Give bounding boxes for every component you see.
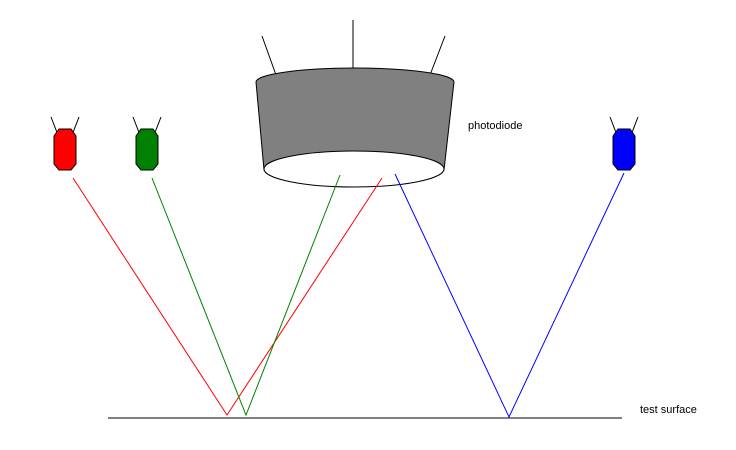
red-led-body — [53, 128, 77, 171]
green-led — [132, 116, 162, 171]
photodiode-lead-right — [429, 35, 446, 76]
blue-led — [609, 116, 639, 171]
green-led-body — [135, 128, 159, 171]
green-light-ray — [151, 174, 341, 417]
blue-led-body — [612, 128, 636, 171]
photodiode-lead-left — [261, 35, 277, 76]
test-surface-label: test surface — [640, 404, 697, 416]
red-light-ray — [72, 177, 383, 416]
photodiode-body — [255, 67, 455, 171]
blue-light-ray — [394, 172, 625, 419]
photodiode-label: photodiode — [468, 120, 522, 132]
photodiode-window — [263, 150, 445, 188]
photodiode — [255, 20, 455, 188]
red-led — [50, 116, 80, 171]
